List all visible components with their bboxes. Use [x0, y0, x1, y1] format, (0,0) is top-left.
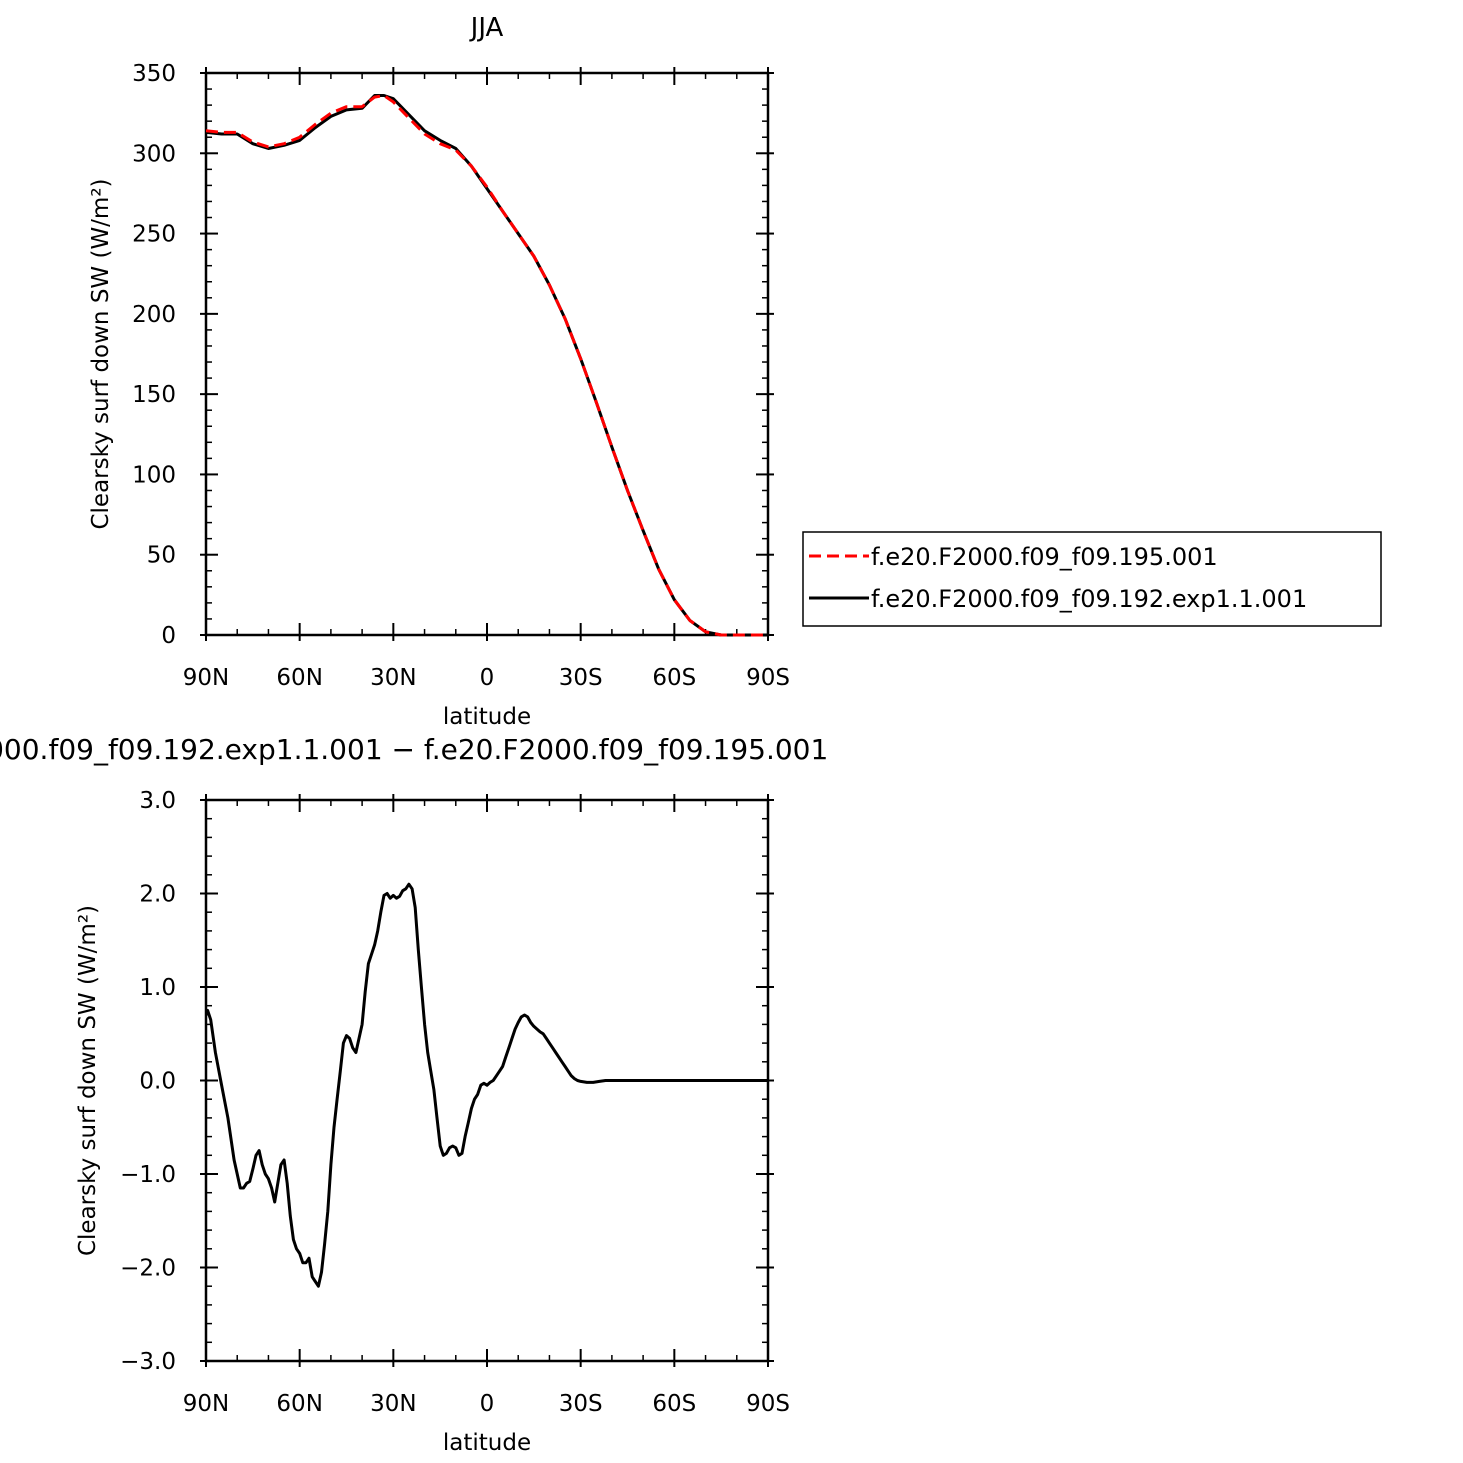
panel2-y-tick-label: 1.0 — [139, 975, 176, 1001]
panel2-x-tick-label: 60N — [276, 1391, 322, 1417]
panel2-x-axis-label: latitude — [443, 1430, 531, 1456]
panel2-y-tick-label: −2.0 — [120, 1256, 176, 1282]
panel1-x-tick-label: 30N — [370, 665, 416, 691]
panel1-series-line-2 — [206, 94, 768, 637]
panel1-x-tick-label: 90S — [746, 665, 790, 691]
panel2-y-tick-label: 3.0 — [139, 788, 176, 814]
panel1-x-tick-label: 90N — [183, 665, 229, 691]
panel1-y-tick-label: 250 — [132, 222, 176, 248]
panel1-y-tick-label: 150 — [132, 382, 176, 408]
panel1-y-tick-label: 350 — [132, 61, 176, 87]
panel2-x-tick-label: 90S — [746, 1391, 790, 1417]
panel1-plot-frame — [204, 71, 770, 637]
panel2-x-tick-label: 90N — [183, 1391, 229, 1417]
panel1-x-tick-label: 60S — [652, 665, 696, 691]
panel1-y-tick-label: 100 — [132, 462, 176, 488]
panel1-legend-label-1: f.e20.F2000.f09_f09.195.001 — [871, 543, 1218, 571]
panel1-legend-box — [802, 531, 1382, 627]
panel1-y-tick-label: 200 — [132, 302, 176, 328]
panel1-x-tick-label: 30S — [559, 665, 603, 691]
panel2-y-tick-label: 0.0 — [139, 1069, 176, 1095]
panel2-chart-title: f.e20.F2000.f09_f09.192.exp1.1.001 − f.e… — [0, 733, 828, 766]
panel1-x-tick-label: 60N — [276, 665, 322, 691]
panel2-y-tick-label: −3.0 — [120, 1349, 176, 1375]
panel1-y-tick-label: 50 — [147, 543, 176, 569]
panel2-x-tick-label: 0 — [480, 1391, 495, 1417]
panel1-y-tick-label: 300 — [132, 141, 176, 167]
panel1-chart-title: JJA — [469, 13, 504, 43]
panel2-x-tick-label: 30N — [370, 1391, 416, 1417]
panel1-x-axis-label: latitude — [443, 704, 531, 730]
panel2-y-axis-label: Clearsky surf down SW (W/m²) — [75, 905, 101, 1256]
panel2-y-tick-label: −1.0 — [120, 1162, 176, 1188]
panel2-x-tick-label: 60S — [652, 1391, 696, 1417]
panel2-x-tick-label: 30S — [559, 1391, 603, 1417]
panel1-legend-label-2: f.e20.F2000.f09_f09.192.exp1.1.001 — [871, 585, 1307, 613]
panel2-series-line-1 — [206, 882, 768, 1288]
panel2-y-tick-label: 2.0 — [139, 882, 176, 908]
panel1-x-tick-label: 0 — [480, 665, 495, 691]
panel1-y-axis-label: Clearsky surf down SW (W/m²) — [88, 178, 114, 529]
panel1-series-line-1 — [206, 94, 768, 637]
panel1-y-tick-label: 0 — [161, 623, 176, 649]
